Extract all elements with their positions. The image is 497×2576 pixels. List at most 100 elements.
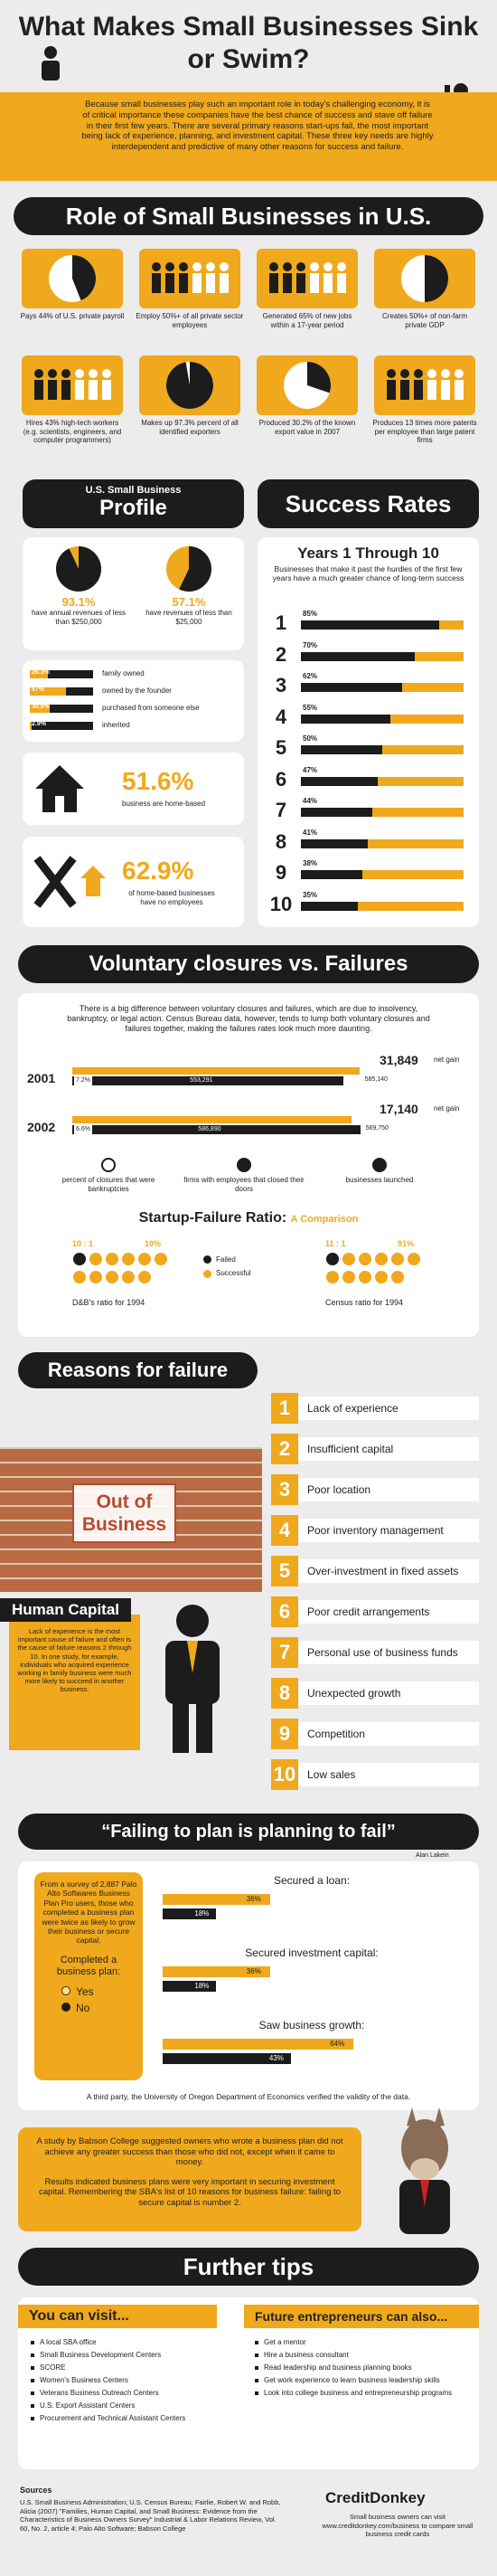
success-year: 3 [275,674,287,696]
reason-item: 3 Poor location [271,1474,479,1505]
pie-slice [179,546,211,592]
ratio-key: Failed Successful [203,1255,294,1278]
ratio-dots [326,1253,420,1283]
ownership-label: owned by the founder [102,687,172,695]
pie-slice [56,546,101,592]
donkey-icon [370,2107,479,2248]
pie-slice [307,362,331,393]
babson-box: A study by Babson College suggested owne… [18,2127,361,2231]
success-bar [301,651,415,661]
tip-item: SCORE [31,2363,230,2373]
patent-icon [374,355,475,415]
reason-label: Insufficient capital [298,1437,479,1461]
tip-item: Get work experience to learn business le… [255,2375,472,2386]
reason-item: 9 Competition [271,1719,479,1749]
net-gain-label: net gain [434,1056,460,1064]
plan-yes-pct: 64% [330,2040,345,2048]
tip-text: Hire a business consultant [264,2351,349,2359]
sources-title: Sources [20,2486,52,2495]
closure-row: 2001 7.2% 553,291 585,140 31,849 net gain [18,1053,479,1094]
people-figures [269,262,346,293]
pie-chart-icon [22,249,123,308]
role-item-label: Produced 30.2% of the known export value… [258,419,356,436]
revenue-pie: 57.1% have revenues of less than $25,000 [140,546,238,626]
reason-item: 4 Poor inventory management [271,1515,479,1546]
reason-item: 10 Low sales [271,1759,479,1790]
ratio-value: 10 : 1 [72,1239,94,1248]
success-row: 8 41% [265,827,473,854]
closures-desc: There is a big difference between volunt… [67,1004,430,1033]
role-item-label: Pays 44% of U.S. private payroll [20,312,125,320]
ratio-dot [89,1253,102,1265]
tip-item: Read leadership and business planning bo… [255,2363,472,2373]
closure-row: 2002 6.6% 586,890 569,750 17,140 net gain [18,1102,479,1143]
ratio-dot [89,1271,102,1283]
closures-header: Voluntary closures vs. Failures [18,945,479,983]
success-year: 7 [275,799,287,821]
tip-item: Hire a business consultant [255,2350,472,2361]
bullet-icon [255,2340,258,2344]
plan-yes-pct: 36% [246,1895,261,1903]
role-item: Produced 30.2% of the known export value… [253,355,361,455]
ownership-label: purchased from someone else [102,704,200,712]
worker-icon [22,355,123,415]
tip-item: Veterans Business Outreach Centers [31,2388,230,2399]
reason-item: 2 Insufficient capital [271,1434,479,1464]
tip-text: Women's Business Centers [40,2376,128,2384]
success-year: 2 [275,642,287,666]
ratio-dot [326,1271,339,1283]
ratio-dot [326,1253,339,1265]
tip-item: Women's Business Centers [31,2375,230,2386]
pie-chart [49,255,96,302]
human-capital-box: Human Capital Lack of experience is the … [0,1598,140,1750]
role-item: Pays 44% of U.S. private payroll [18,249,127,348]
brand-tagline: Small business owners can visit www.cred… [322,2513,474,2538]
closure-legend-label: businesses launched [345,1176,414,1184]
reason-label: Competition [298,1722,479,1746]
reason-number: 2 [271,1434,298,1464]
plan-no-pct: 18% [194,1909,210,1918]
reason-number: 3 [271,1474,298,1505]
tip-text: U.S. Export Assistant Centers [40,2401,136,2410]
ratio-dot [359,1271,371,1283]
door-icon [237,1158,251,1172]
role-item-label: Hires 43% high-tech workers (e.g. scient… [23,419,122,444]
ratio-dot [73,1271,86,1283]
success-bar [301,838,368,848]
revenue-pie-label: have revenues of less than $25,000 [145,609,232,626]
ratio-label: Census ratio for 1994 [325,1298,404,1307]
plan-yes-bar [163,1894,270,1905]
census-ratio: 11 : 1 91% Census ratio for 1994 [325,1239,434,1321]
intro-box: Because small businesses play such an im… [0,92,497,181]
brand-logo[interactable]: CreditDonkey [325,2489,426,2506]
bullet-icon [31,2365,34,2370]
role-item: Creates 50%+ of non-farm private GDP [370,249,479,348]
success-pct: 44% [303,797,318,805]
sba-text: Results indicated business plans were ve… [39,2176,341,2208]
ratio-value: 11 : 1 [325,1239,346,1248]
success-year: 4 [275,705,287,728]
success-year: 8 [275,829,287,853]
success-pct: 41% [303,828,318,837]
hc-title: Human Capital [0,1598,131,1622]
reason-item: 1 Lack of experience [271,1393,479,1424]
plan-group: Secured investment capital: 36% 18% [163,1946,461,2010]
reason-number: 4 [271,1515,298,1546]
success-desc: Businesses that make it past the hurdles… [272,564,464,582]
ownership-pct: 57% [32,687,45,693]
role-item-label: Makes up 97.3% percent of all identified… [141,419,239,436]
bankruptcy-pct: 6.6% [74,1125,92,1134]
role-item-label: Creates 50%+ of non-farm private GDP [381,312,468,329]
ratio-dot [391,1253,404,1265]
verified-text: A third party, the University of Oregon … [86,2092,411,2101]
reason-label: Over-investment in fixed assets [298,1559,479,1583]
reason-item: 8 Unexpected growth [271,1678,479,1709]
businessman-icon [149,1601,235,1759]
no-employees-card: 62.9% of home-based businesses have no e… [23,837,244,927]
role-item-label: Produces 13 times more patents per emplo… [372,419,477,444]
tip-item: A local SBA office [31,2337,230,2348]
launched-bar [72,1116,352,1123]
ratio-title-text: Startup-Failure Ratio: [138,1210,287,1226]
home-based-label: business are home-based [122,800,206,808]
revenue-pie-icon [140,546,238,592]
